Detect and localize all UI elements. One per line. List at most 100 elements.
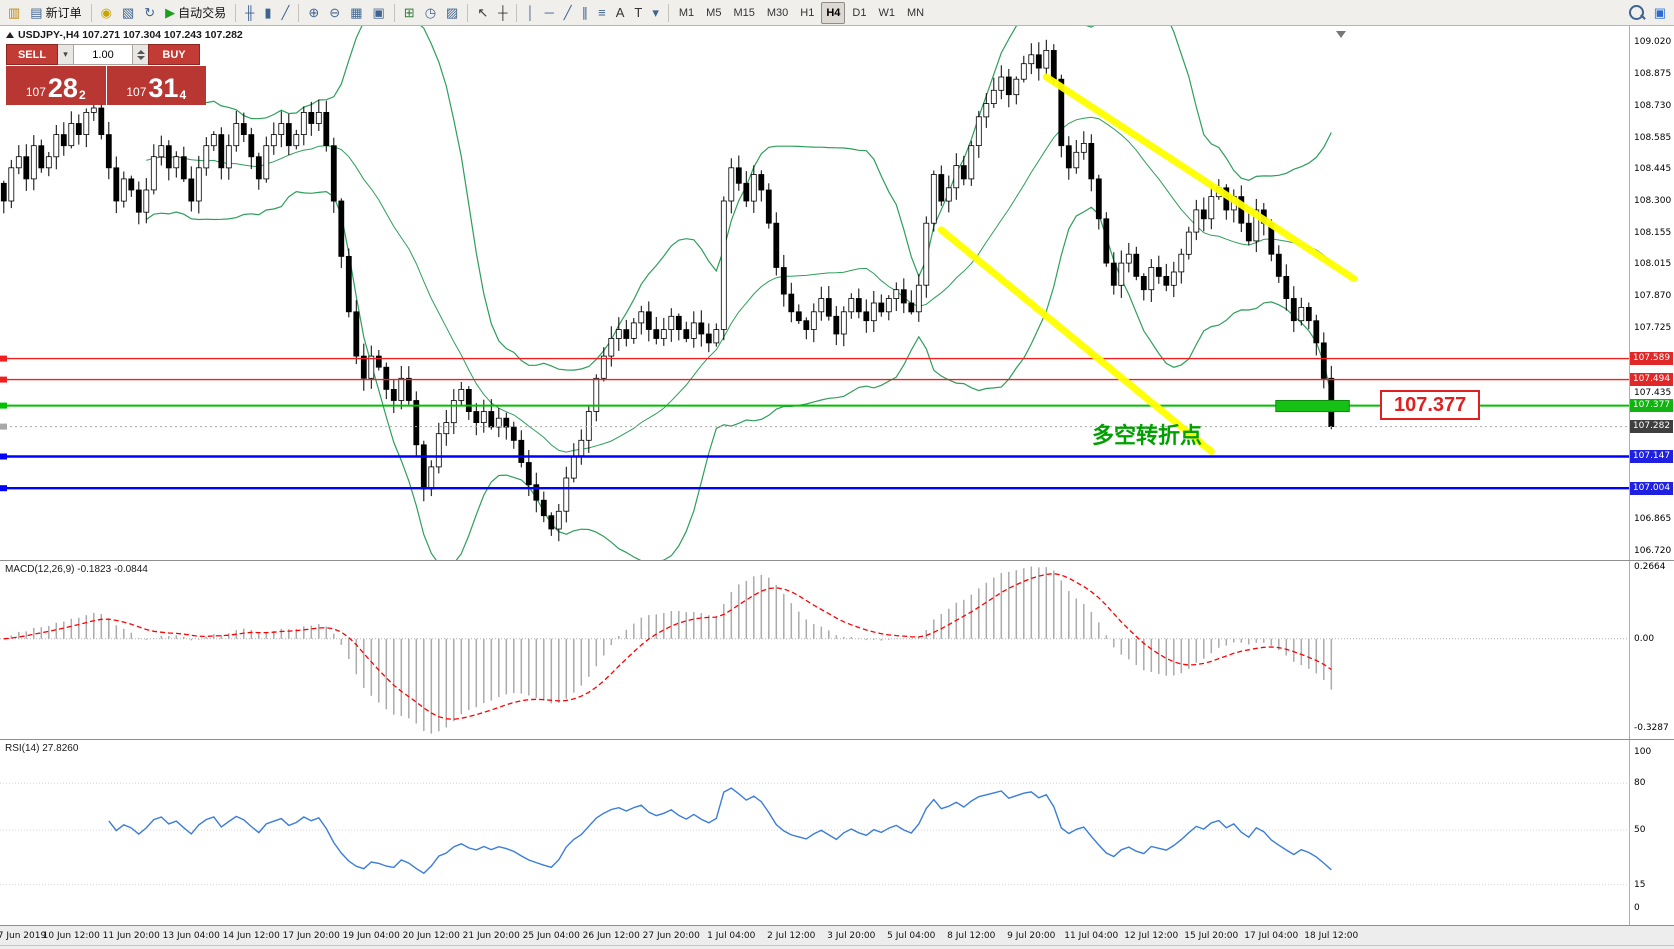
auto-trading-label: 自动交易	[178, 6, 227, 20]
chart-title: USDJPY-,H4 107.271 107.304 107.243 107.2…	[6, 29, 243, 41]
macd-scale-label: 0.2664	[1634, 562, 1666, 572]
new-order-label: 新订单	[45, 6, 82, 20]
price-scale-badge: 107.494	[1630, 373, 1673, 387]
zoom-out-icon[interactable]: ⊖	[325, 2, 344, 24]
price-scale-label: 108.875	[1634, 68, 1672, 79]
crosshair-icon[interactable]: ┼	[494, 2, 511, 24]
price-panel[interactable]: USDJPY-,H4 107.271 107.304 107.243 107.2…	[0, 26, 1674, 561]
volume-stepper[interactable]	[133, 44, 148, 65]
sell-button[interactable]: SELL	[6, 44, 58, 65]
timeframe-m5-button[interactable]: M5	[706, 6, 722, 19]
indicators-icon[interactable]: ⊞	[400, 2, 419, 24]
refresh-icon[interactable]: ↻	[140, 2, 159, 24]
timeframe-m30-button[interactable]: M30	[766, 6, 789, 19]
top-toolbar: ▥ ▤ 新订单 ◉ ▧ ↻ ▶ 自动交易 ╫ ▮ ╱ ⊕ ⊖ ▦ ▣ ⊞ ◷ ▨ ↖ ┼ │ ─ ╱ ∥ ≡ A T ▾ M1 M5 M15…	[0, 0, 1674, 26]
text-icon[interactable]: A	[612, 2, 629, 24]
chart-window[interactable]: USDJPY-,H4 107.271 107.304 107.243 107.2…	[0, 26, 1674, 949]
timeframe-h4-button[interactable]: H4	[821, 1, 846, 24]
sell-price[interactable]: 107 28 2	[6, 66, 106, 105]
symbol-ohlc-text: USDJPY-,H4 107.271 107.304 107.243 107.2…	[18, 29, 243, 41]
channel-icon: ∥	[581, 4, 589, 20]
timeframe-d1-button[interactable]: D1	[852, 6, 867, 19]
market-watch-icon: ▧	[121, 4, 135, 20]
label-icon[interactable]: T	[630, 2, 646, 24]
bars-chart-icon[interactable]: ╫	[241, 2, 258, 24]
periods-icon[interactable]: ◷	[421, 2, 440, 24]
macd-panel[interactable]: MACD(12,26,9) -0.1823 -0.0844 0.2664 0.00…	[0, 561, 1674, 740]
time-axis-label: 18 Jul 12:00	[1304, 931, 1359, 941]
time-axis-label: 8 Jul 12:00	[947, 931, 996, 941]
zoom-in-icon: ⊕	[308, 4, 320, 20]
trendline-icon: ╱	[563, 4, 572, 20]
chat-icon[interactable]: ▣	[1650, 2, 1670, 24]
chart-shift-marker-icon[interactable]	[1336, 31, 1346, 38]
new-order-button[interactable]: ▤ 新订单	[26, 2, 85, 24]
templates-icon[interactable]: ▨	[442, 2, 462, 24]
symbol-marker-icon	[6, 32, 14, 38]
volume-down-icon[interactable]	[136, 55, 145, 60]
toolbar-separator	[235, 3, 237, 22]
price-scale-label: 107.870	[1634, 291, 1672, 302]
chat-icon: ▣	[1653, 4, 1666, 20]
search-icon[interactable]	[1625, 2, 1648, 24]
auto-trading-button[interactable]: ▶ 自动交易	[161, 2, 230, 24]
rsi-scale[interactable]: 100 80 50 15 0	[1629, 740, 1674, 925]
terminal-icon[interactable]: ▥	[4, 2, 24, 24]
time-axis[interactable]: 7 Jun 2019 10 Jun 12:00 11 Jun 20:00 13 Jun…	[0, 926, 1674, 946]
candles-chart-icon[interactable]: ▮	[260, 2, 275, 24]
new-order-icon: ▤	[30, 4, 43, 20]
tile-windows-icon[interactable]: ▣	[368, 2, 388, 24]
refresh-icon: ↻	[144, 4, 156, 20]
price-scale-label: 107.725	[1634, 323, 1672, 334]
time-axis-label: 1 Jul 04:00	[707, 931, 756, 941]
grid-icon[interactable]: ▦	[346, 2, 366, 24]
line-chart-icon[interactable]: ╱	[278, 2, 294, 24]
time-axis-label: 20 Jun 12:00	[402, 931, 460, 941]
volume-up-icon[interactable]	[136, 49, 145, 54]
timeframe-mn-button[interactable]: MN	[906, 6, 925, 19]
price-scale-label: 108.155	[1634, 228, 1672, 239]
turning-point-note[interactable]: 多空转折点	[1092, 423, 1203, 449]
timeframe-m1-button[interactable]: M1	[678, 6, 695, 19]
channel-icon[interactable]: ∥	[578, 2, 593, 24]
rsi-canvas[interactable]	[0, 740, 1630, 925]
volume-input[interactable]	[74, 44, 133, 65]
macd-canvas[interactable]	[0, 561, 1630, 739]
time-axis-label: 3 Jul 20:00	[827, 931, 876, 941]
volume-dropdown-icon[interactable]	[58, 44, 74, 65]
fibonacci-icon[interactable]: ≡	[594, 2, 610, 24]
text-icon: A	[615, 4, 625, 20]
timeframe-h1-button[interactable]: H1	[800, 6, 815, 19]
toolbar-separator	[516, 3, 518, 22]
market-watch-icon[interactable]: ▧	[118, 2, 138, 24]
horizontal-line-icon[interactable]: ─	[541, 2, 558, 24]
trendline-icon[interactable]: ╱	[560, 2, 576, 24]
rsi-scale-label: 100	[1634, 747, 1652, 757]
macd-scale[interactable]: 0.2664 0.00 -0.3287	[1629, 561, 1674, 739]
line-chart-icon: ╱	[281, 4, 290, 20]
time-axis-label: 2 Jul 12:00	[767, 931, 816, 941]
buy-button[interactable]: BUY	[148, 44, 200, 65]
price-scale[interactable]: 109.020 108.875 108.730 108.585 108.445 108.3…	[1629, 26, 1674, 560]
price-chart-canvas[interactable]	[0, 26, 1630, 560]
buy-price[interactable]: 107 31 4	[106, 66, 206, 105]
price-scale-label: 108.300	[1634, 196, 1672, 207]
vertical-line-icon[interactable]: │	[522, 2, 538, 24]
vertical-line-icon: │	[526, 4, 535, 20]
price-callout-label[interactable]: 107.377	[1380, 389, 1481, 420]
arrows-icon: ▾	[652, 4, 659, 20]
rsi-panel[interactable]: RSI(14) 27.8260 100 80 50 15 0	[0, 740, 1674, 926]
timeframe-m15-button[interactable]: M15	[733, 6, 755, 19]
timeframe-w1-button[interactable]: W1	[878, 6, 895, 19]
rsi-scale-label: 0	[1634, 903, 1640, 913]
price-scale-badge: 107.147	[1630, 450, 1673, 464]
gold-icon[interactable]: ◉	[97, 2, 116, 24]
candles-chart-icon: ▮	[264, 4, 272, 20]
price-scale-badge: 107.589	[1630, 352, 1673, 366]
zoom-out-icon: ⊖	[329, 4, 341, 20]
arrows-icon[interactable]: ▾	[648, 2, 663, 24]
cursor-icon[interactable]: ↖	[473, 2, 492, 24]
grid-icon: ▦	[350, 4, 363, 20]
time-axis-label: 12 Jul 12:00	[1124, 931, 1179, 941]
zoom-in-icon[interactable]: ⊕	[304, 2, 323, 24]
